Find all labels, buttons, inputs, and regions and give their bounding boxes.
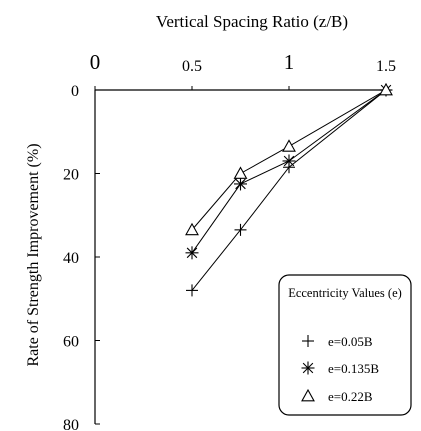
data-point: [282, 154, 296, 168]
x-tick-label: 1.5: [376, 58, 396, 75]
legend-marker: [301, 361, 315, 375]
y-tick-label: 0: [71, 83, 79, 100]
series-line: [191, 89, 387, 254]
data-point: [234, 223, 247, 236]
series-line: [191, 89, 387, 291]
legend-box: [278, 274, 412, 416]
x-tick-label: 0: [90, 50, 101, 74]
data-point: [185, 222, 199, 236]
legend-marker: [302, 335, 314, 347]
data-point: [282, 139, 296, 152]
x-axis-label: Vertical Spacing Ratio (z/B): [156, 12, 348, 31]
y-tick-label: 20: [63, 167, 79, 184]
legend-label: e=0.22B: [328, 389, 373, 404]
y-tick-label: 60: [63, 334, 79, 351]
data-point: [233, 166, 248, 179]
legend-label: e=0.135B: [328, 361, 379, 376]
series-line: [191, 89, 387, 231]
series-group: [185, 82, 393, 297]
y-tick-label: 80: [63, 417, 79, 431]
legend-marker: [301, 388, 315, 402]
x-tick-label: 0.5: [182, 58, 202, 75]
data-point: [379, 82, 393, 96]
legend-title: Eccentricity Values (e): [288, 286, 402, 300]
x-tick-label: 1: [284, 50, 295, 74]
legend: Eccentricity Values (e) e=0.05B e=0.135B e…: [278, 274, 412, 416]
legend-label: e=0.05B: [328, 334, 373, 349]
data-point: [234, 177, 247, 191]
y-tick-label: 40: [63, 250, 79, 267]
data-point: [186, 284, 198, 297]
axes: 0 0.5 1 1.5 0 20 40 60 80: [63, 50, 396, 431]
y-axis-label: Rate of Strength Improvement (%): [25, 143, 42, 366]
data-point: [185, 246, 199, 260]
